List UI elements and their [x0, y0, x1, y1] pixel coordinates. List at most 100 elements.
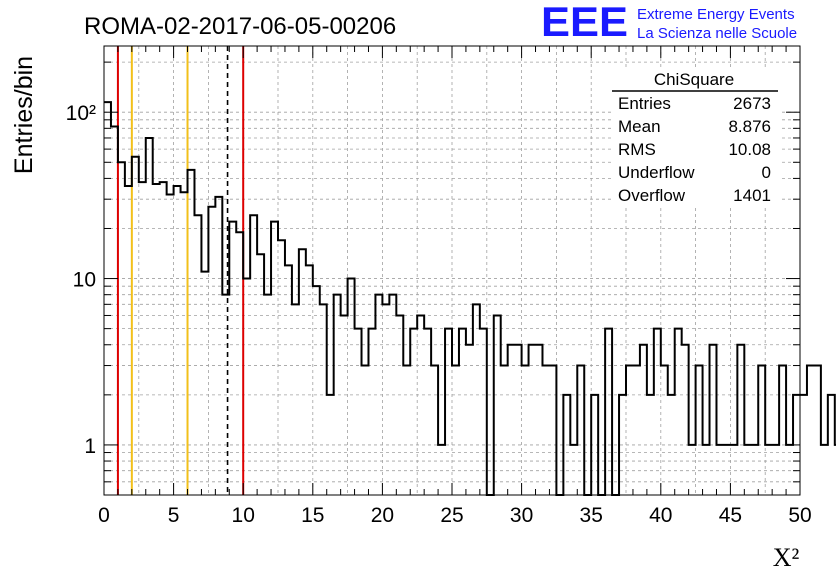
histogram-bin	[222, 295, 229, 495]
histogram-bin	[341, 315, 348, 495]
stats-value: 1401	[733, 186, 771, 205]
stats-value: 10.08	[728, 140, 771, 159]
histogram-bin	[640, 345, 647, 495]
histogram-bin	[257, 254, 264, 495]
stats-label: Overflow	[618, 186, 686, 205]
stats-value: 2673	[733, 94, 771, 113]
histogram-bin	[160, 182, 167, 495]
x-tick-label: 5	[168, 504, 180, 527]
histogram-bin	[355, 329, 362, 495]
x-tick-label: 20	[371, 504, 394, 527]
histogram-bin	[814, 366, 821, 495]
histogram-bin	[285, 265, 292, 495]
histogram-bin	[320, 304, 327, 495]
x-tick-label: 30	[510, 504, 533, 527]
histogram-bin	[306, 265, 313, 495]
stats-box: ChiSquare Entries 2673 Mean 8.876 RMS 10.08 Un…	[612, 68, 780, 208]
histogram-bin	[828, 395, 835, 495]
project-name: Extreme Energy Events	[637, 6, 795, 23]
histogram-bin	[334, 295, 341, 495]
histogram-bin	[264, 295, 271, 495]
histogram-bin	[696, 366, 703, 495]
stats-label: RMS	[618, 140, 656, 159]
histogram-bin	[438, 445, 445, 495]
y-tick-label: 1	[84, 435, 96, 458]
histogram-bin	[710, 345, 717, 495]
x-tick-label: 45	[719, 504, 742, 527]
histogram-bin	[800, 395, 807, 495]
histogram-bin	[549, 366, 556, 495]
eee-logo: EEE	[541, 0, 628, 45]
y-tick-labels: 1 10 10²	[66, 102, 96, 458]
histogram-bin	[675, 329, 682, 495]
histogram-bin	[786, 445, 793, 495]
histogram-bin	[723, 445, 730, 495]
histogram-bin	[194, 215, 201, 495]
histogram-bin	[466, 345, 473, 495]
histogram-bin	[682, 345, 689, 495]
x-tick-label: 50	[788, 504, 811, 527]
histogram-bin	[118, 162, 125, 495]
histogram-bin	[703, 445, 710, 495]
histogram-bin	[188, 170, 195, 495]
histogram-bin	[508, 345, 515, 495]
histogram-bin	[654, 329, 661, 495]
histogram-bin	[668, 395, 675, 495]
histogram-bin	[730, 445, 737, 495]
histogram-bin	[375, 295, 382, 495]
histogram-bin	[292, 304, 299, 495]
histogram-bin	[167, 195, 174, 495]
histogram-bin	[146, 138, 153, 495]
histogram-bin	[278, 240, 285, 495]
histogram-bin	[299, 249, 306, 495]
histogram-bin	[494, 315, 501, 495]
histogram-bin	[772, 445, 779, 495]
x-axis-label: X²	[773, 543, 800, 572]
histogram-bin	[765, 445, 772, 495]
histogram-bin	[208, 207, 215, 495]
stats-label: Mean	[618, 117, 661, 136]
x-tick-label: 25	[440, 504, 463, 527]
histogram-bin	[647, 395, 654, 495]
x-tick-label: 0	[98, 504, 110, 527]
histogram-bin	[382, 304, 389, 495]
histogram-bin	[445, 329, 452, 495]
histogram-bin	[431, 366, 438, 495]
x-tick-labels: 0 5 10 15 20 25 30 35 40 45 50	[98, 504, 812, 527]
histogram-bin	[751, 445, 758, 495]
histogram-bin	[327, 395, 334, 495]
histogram-bin	[362, 366, 369, 495]
histogram-bin	[215, 197, 222, 495]
histogram-bin	[737, 345, 744, 495]
x-tick-label: 35	[580, 504, 603, 527]
histogram-bin	[619, 395, 626, 495]
histogram-bin	[243, 279, 250, 495]
histogram-bin	[563, 395, 570, 495]
histogram-bin	[139, 182, 146, 495]
histogram-bin	[591, 395, 598, 495]
x-tick-label: 40	[649, 504, 672, 527]
histogram-bin	[403, 366, 410, 495]
project-subtitle: La Scienza nelle Scuole	[637, 25, 797, 42]
histogram-bin	[689, 445, 696, 495]
histogram-bin	[661, 366, 668, 495]
histogram-bin	[313, 286, 320, 495]
histogram-bin	[396, 315, 403, 495]
histogram-bin	[229, 222, 236, 495]
histogram-bin	[716, 445, 723, 495]
histogram-bin	[480, 329, 487, 495]
histogram-bin	[570, 445, 577, 495]
histogram-bin	[389, 295, 396, 495]
histogram-bin	[807, 366, 814, 495]
x-tick-label: 15	[301, 504, 324, 527]
histogram-bin	[410, 329, 417, 495]
histogram-bin	[577, 366, 584, 495]
histogram-bin	[424, 329, 431, 495]
histogram-bin	[132, 157, 139, 495]
histogram-bin	[181, 192, 188, 495]
y-tick-label: 10	[73, 269, 96, 292]
axis-ticks	[103, 46, 801, 495]
histogram-bin	[250, 215, 257, 495]
histogram-bin	[605, 329, 612, 495]
histogram-bin	[348, 279, 355, 495]
